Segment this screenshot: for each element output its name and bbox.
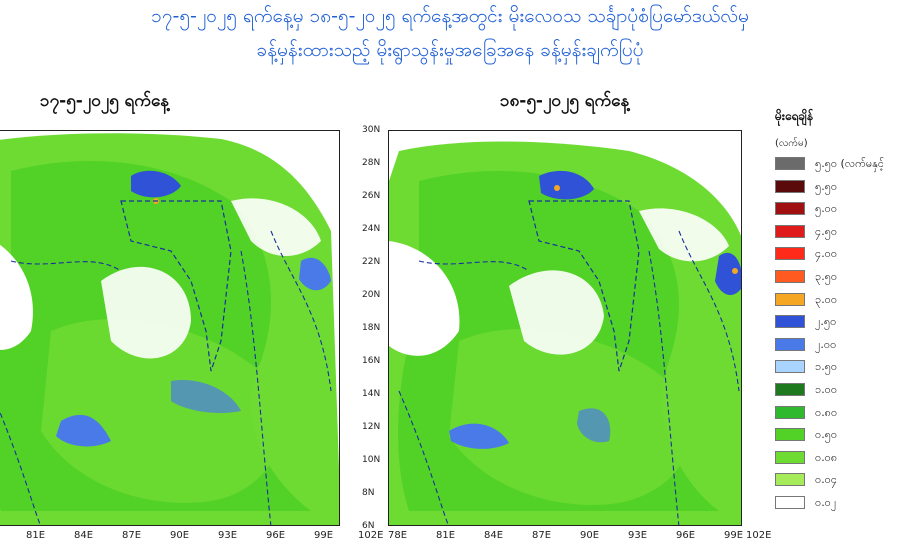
- legend-label: ၁.၀၀: [815, 383, 838, 396]
- map1-x-tick: 102E: [358, 530, 384, 541]
- legend-item: ၁.၀၀: [775, 383, 900, 397]
- legend-label: ၀.၈၀: [815, 405, 838, 419]
- legend-item: ၀.၈၀: [775, 405, 900, 420]
- legend-item: ၂.၅၀: [775, 315, 900, 329]
- map2-x-tick: 99E: [724, 530, 744, 541]
- map2-title: ၁၈-၅-၂၀၂၅ ရက်နေ့: [500, 91, 630, 111]
- map2-x-tick: 81E: [436, 530, 456, 541]
- map2-x-tick: 96E: [676, 530, 696, 541]
- legend-item: ၅.၀၀: [775, 202, 900, 216]
- legend-swatch: [775, 315, 805, 329]
- map2-x-tick: 78E: [388, 530, 408, 541]
- map2-frame: [388, 130, 742, 526]
- map2-x-tick: 93E: [628, 530, 648, 541]
- map2-y-tick: 30N: [362, 125, 381, 135]
- legend-swatch: [775, 337, 805, 351]
- legend-swatch: [775, 360, 805, 374]
- legend-label: ၃.၅၀: [815, 270, 838, 283]
- legend-label: ၀.၀၈: [815, 450, 838, 464]
- map2-y-tick: 14N: [362, 389, 381, 399]
- legend-label: ၂.၅၀: [815, 315, 837, 329]
- legend-label: ၁.၅၀: [815, 360, 838, 374]
- legend-swatch: [775, 224, 805, 238]
- legend-item: ၀.၀၄: [775, 473, 900, 487]
- map2-y-tick: 22N: [362, 257, 381, 267]
- map2-y-tick: 24N: [362, 224, 381, 234]
- legend-label: ၅.၅၀ (လက်မနှင့်: [815, 157, 884, 170]
- legend-title: မိုးရေချိန်: [775, 109, 814, 123]
- map2-x-tick: 84E: [484, 530, 504, 541]
- title-line-2: ခန့်မှန်းထားသည့် မိုးရွာသွန်းမှုအခြေအနေ …: [256, 39, 644, 61]
- map1-x-tick: 87E: [122, 530, 142, 541]
- legend-label: ၃.၀၀: [815, 292, 838, 306]
- legend-swatch: [775, 179, 805, 193]
- legend-swatch: [775, 473, 805, 487]
- map2-y-tick: 6N: [362, 521, 375, 531]
- legend-item: ၃.၅၀: [775, 270, 900, 284]
- legend-swatch: [775, 270, 805, 283]
- map2-y-tick: 20N: [362, 290, 381, 300]
- legend-item: ၁.၅၀: [775, 360, 900, 374]
- map2-x-tick: 102E: [746, 530, 772, 541]
- legend-swatch: [775, 247, 805, 261]
- map1-frame: [0, 130, 340, 526]
- map1-x-tick: 93E: [218, 530, 238, 541]
- legend-swatch: [775, 383, 805, 396]
- map2-x-tick: 90E: [580, 530, 600, 541]
- map2-y-tick: 10N: [362, 455, 381, 465]
- map1-title: ၁၇-၅-၂၀၂၅ ရက်နေ့: [40, 91, 169, 111]
- legend-label: ၅.၅၀: [815, 179, 838, 193]
- rainfall-map-1: [0, 130, 340, 526]
- legend-swatch: [775, 428, 805, 442]
- legend-label: ၀.၀၂: [815, 496, 837, 509]
- map2-rainfall-shapes: [389, 131, 741, 525]
- map2-y-tick: 26N: [362, 191, 381, 201]
- legend-item: ၀.၅၀: [775, 428, 900, 442]
- map2-x-tick: 87E: [532, 530, 552, 541]
- legend-item: ၀.၀၂: [775, 496, 900, 510]
- legend-unit: (လက်မ): [775, 138, 808, 149]
- map2-y-tick: 18N: [362, 323, 381, 333]
- legend-swatch: [775, 292, 805, 306]
- legend-item: ၅.၅၀ (လက်မနှင့်: [775, 157, 900, 171]
- legend-item: ၅.၅၀: [775, 179, 900, 194]
- map1-x-tick: 81E: [26, 530, 46, 541]
- legend-swatch: [775, 450, 805, 464]
- map2-y-tick: 8N: [362, 488, 375, 498]
- legend-label: ၅.၀၀: [815, 202, 838, 216]
- legend-swatch: [775, 405, 805, 419]
- map2-y-tick: 16N: [362, 356, 381, 366]
- legend-item: ၄.၀၀: [775, 247, 900, 261]
- rainfall-map-2: [388, 130, 742, 526]
- map2-y-tick: 28N: [362, 158, 381, 168]
- map1-x-tick: 96E: [266, 530, 286, 541]
- legend-item: ၂.၀၀: [775, 337, 900, 352]
- map1-rainfall-shapes: [0, 131, 339, 525]
- legend-swatch: [775, 202, 805, 216]
- legend-label: ၄.၀၀: [815, 247, 838, 261]
- legend-swatch: [775, 496, 805, 509]
- legend-item: ၀.၀၈: [775, 450, 900, 465]
- rainfall-legend: မိုးရေချိန် (လက်မ) ၅.၅၀ (လက်မနှင့်၅.၅၀၅.…: [775, 108, 900, 527]
- legend-label: ၀.၅၀: [815, 428, 838, 442]
- legend-item: ၄.၅၀: [775, 224, 900, 239]
- legend-item: ၃.၀၀: [775, 292, 900, 307]
- legend-label: ၀.၀၄: [815, 473, 838, 487]
- title-line-1: ၁၇-၅-၂၀၂၅ ရက်နေ့မှ ၁၈-၅-၂၀၂၅ ရက်နေ့အတွင်…: [151, 5, 749, 27]
- legend-swatch: [775, 157, 805, 170]
- map1-x-tick: 90E: [170, 530, 190, 541]
- map1-x-tick: 99E: [314, 530, 334, 541]
- legend-label: ၄.၅၀: [815, 224, 838, 238]
- map2-y-tick: 12N: [362, 422, 381, 432]
- map1-x-tick: 84E: [74, 530, 94, 541]
- legend-label: ၂.၀၀: [815, 337, 837, 351]
